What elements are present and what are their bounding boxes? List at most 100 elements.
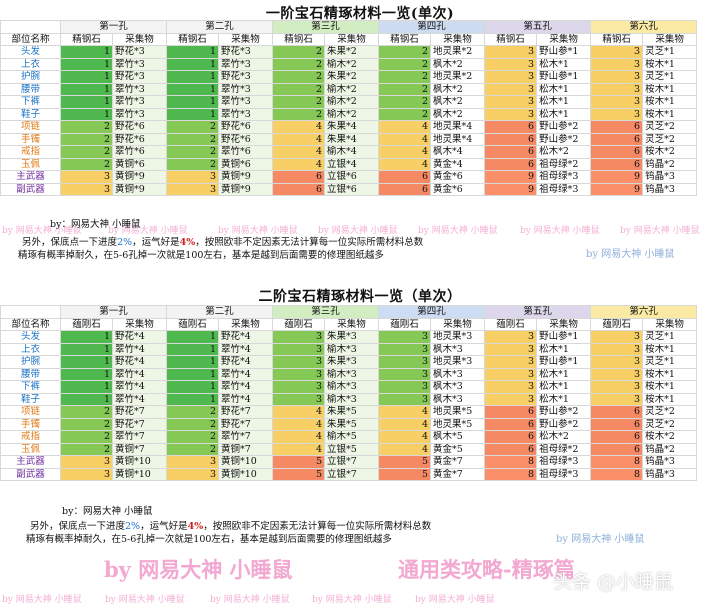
material: 祖母绿*3 bbox=[536, 455, 592, 469]
stone-count: 6 bbox=[272, 182, 326, 196]
stone-count: 5 bbox=[272, 455, 326, 469]
material: 枫木*2 bbox=[430, 107, 486, 121]
stone-count: 3 bbox=[166, 170, 220, 184]
material: 钨晶*3 bbox=[642, 182, 698, 196]
material: 立银*7 bbox=[324, 467, 380, 481]
stone-count: 6 bbox=[484, 430, 538, 444]
material: 枫木*2 bbox=[430, 95, 486, 109]
stone-count: 3 bbox=[484, 342, 538, 356]
material: 钨晶*2 bbox=[642, 442, 698, 456]
stone-count: 9 bbox=[484, 182, 538, 196]
material: 黄铜*7 bbox=[111, 442, 168, 456]
note-line2: 精琢有概率掉耐久，在5-6孔掉一次就是100左右，基本是越到后面需要的修理图纸越… bbox=[26, 534, 392, 545]
material: 野山参*2 bbox=[536, 120, 592, 134]
stone-count: 6 bbox=[590, 157, 644, 171]
material: 黄铜*9 bbox=[111, 170, 168, 184]
stone-count: 2 bbox=[378, 57, 432, 71]
material: 野花*6 bbox=[111, 132, 168, 146]
material: 松木*2 bbox=[536, 430, 592, 444]
collect-column-header: 采集物 bbox=[111, 317, 168, 331]
stone-count: 3 bbox=[378, 355, 432, 369]
stone-count: 3 bbox=[166, 455, 220, 469]
watermark-corner: 头条 @小睡鼠 bbox=[553, 571, 674, 593]
material: 翠竹*4 bbox=[218, 392, 274, 406]
stone-count: 2 bbox=[166, 405, 220, 419]
material: 松木*2 bbox=[536, 145, 592, 159]
part-column-header: 部位名称 bbox=[0, 317, 61, 331]
stone-count: 2 bbox=[60, 405, 113, 419]
material: 地灵果*4 bbox=[430, 132, 486, 146]
table-row: 玉佩 2 黄铜*6 2 黄铜*6 4 立银*4 4 黄金*4 6 祖母绿*2 6 钨晶*2 bbox=[0, 157, 698, 171]
material: 翠竹*6 bbox=[218, 145, 274, 159]
table-row: 主武器 3 黄铜*10 3 黄铜*10 5 立银*7 5 黄金*7 8 祖母绿*3 8 钨晶*3 bbox=[0, 455, 698, 469]
stone-count: 4 bbox=[378, 157, 432, 171]
material: 黄金*6 bbox=[430, 182, 486, 196]
table-row: 项链 2 野花*7 2 野花*7 4 朱果*5 4 地灵果*5 6 野山参*2 6 灵芝*2 bbox=[0, 405, 698, 419]
stone-count: 3 bbox=[378, 392, 432, 406]
material: 钨晶*3 bbox=[642, 170, 698, 184]
stone-count: 1 bbox=[166, 380, 220, 394]
stone-count: 1 bbox=[60, 367, 113, 381]
stone-count: 1 bbox=[60, 95, 113, 109]
part-name: 鞋子 bbox=[0, 392, 61, 406]
stone-count: 3 bbox=[484, 107, 538, 121]
part-name: 项链 bbox=[0, 405, 61, 419]
stone-count: 2 bbox=[166, 132, 220, 146]
stone-count: 6 bbox=[590, 132, 644, 146]
stone-count: 3 bbox=[484, 355, 538, 369]
header-blank bbox=[0, 305, 61, 319]
stone-count: 4 bbox=[378, 442, 432, 456]
part-name: 头发 bbox=[0, 330, 61, 344]
material: 榆木*2 bbox=[324, 107, 380, 121]
material: 枫木*2 bbox=[430, 57, 486, 71]
stone-count: 2 bbox=[60, 132, 113, 146]
material: 枫木*2 bbox=[430, 82, 486, 96]
stone-count: 4 bbox=[378, 120, 432, 134]
material: 朱果*5 bbox=[324, 405, 380, 419]
stone-count: 1 bbox=[166, 107, 220, 121]
material: 祖母绿*3 bbox=[536, 170, 592, 184]
stone-count: 3 bbox=[484, 82, 538, 96]
material: 野山参*2 bbox=[536, 417, 592, 431]
collect-column-header: 采集物 bbox=[536, 32, 592, 46]
stone-column-header: 精钢石 bbox=[272, 32, 326, 46]
material: 松木*1 bbox=[536, 367, 592, 381]
table-row: 下裤 1 翠竹*4 1 翠竹*4 3 榆木*3 3 枫木*3 3 松木*1 3 桉木*1 bbox=[0, 380, 698, 394]
material: 地灵果*4 bbox=[430, 120, 486, 134]
hole-header: 第六孔 bbox=[590, 20, 698, 34]
stone-count: 2 bbox=[166, 145, 220, 159]
stone-count: 2 bbox=[60, 430, 113, 444]
material: 立银*6 bbox=[324, 170, 380, 184]
stone-count: 1 bbox=[166, 95, 220, 109]
stone-count: 4 bbox=[272, 145, 326, 159]
material: 立银*6 bbox=[324, 182, 380, 196]
stone-count: 3 bbox=[378, 330, 432, 344]
stone-count: 9 bbox=[484, 170, 538, 184]
material: 桉木*1 bbox=[642, 107, 698, 121]
collect-column-header: 采集物 bbox=[536, 317, 592, 331]
material: 翠竹*6 bbox=[111, 145, 168, 159]
stone-count: 3 bbox=[272, 355, 326, 369]
table1-title: 一阶宝石精琢材料一览(单次) bbox=[265, 6, 455, 22]
material: 朱果*2 bbox=[324, 70, 380, 84]
material: 翠竹*7 bbox=[111, 430, 168, 444]
part-name: 主武器 bbox=[0, 170, 61, 184]
material: 灵芝*2 bbox=[642, 405, 698, 419]
watermark: by 网易大神 小睡鼠 bbox=[418, 226, 498, 236]
material: 祖母绿*2 bbox=[536, 157, 592, 171]
header-blank bbox=[0, 20, 61, 34]
stone-column-header: 精钢石 bbox=[378, 32, 432, 46]
stone-count: 3 bbox=[272, 380, 326, 394]
watermark-big: by 网易大神 小睡鼠 bbox=[104, 557, 293, 582]
part-name: 上衣 bbox=[0, 342, 61, 356]
collect-column-header: 采集物 bbox=[642, 317, 698, 331]
stone-count: 2 bbox=[166, 442, 220, 456]
material: 桉木*1 bbox=[642, 342, 698, 356]
table-row: 头发 1 野花*4 1 野花*4 3 朱果*3 3 地灵果*3 3 野山参*1 3 灵芝*1 bbox=[0, 330, 698, 344]
material: 野花*6 bbox=[111, 120, 168, 134]
stone-count: 1 bbox=[166, 82, 220, 96]
material: 翠竹*3 bbox=[218, 82, 274, 96]
material: 祖母绿*3 bbox=[536, 467, 592, 481]
table-row: 护腕 1 野花*4 1 野花*4 3 朱果*3 3 地灵果*3 3 野山参*1 3 灵芝*1 bbox=[0, 355, 698, 369]
stone-count: 2 bbox=[272, 57, 326, 71]
